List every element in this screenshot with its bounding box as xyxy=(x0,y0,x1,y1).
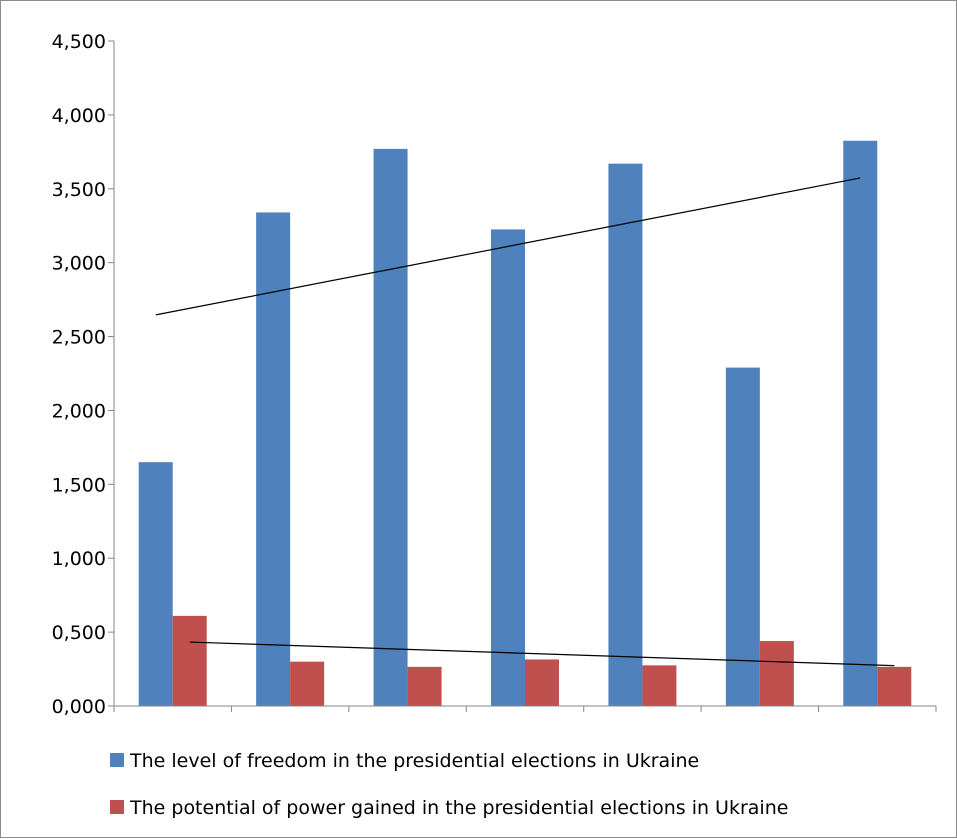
power-bar xyxy=(407,666,442,706)
freedom-bar xyxy=(373,148,408,706)
legend-swatch xyxy=(110,800,124,814)
y-tick-label: 1,500 xyxy=(52,474,106,496)
power-trendline xyxy=(189,641,895,667)
legend: The level of freedom in the presidential… xyxy=(110,750,788,819)
power-bar xyxy=(877,666,912,706)
freedom-bar xyxy=(138,462,173,706)
legend-label: The potential of power gained in the pre… xyxy=(129,797,788,819)
y-axis: 0,000 0,500 1,000 1,500 2,000 2,500 3,000 3,500… xyxy=(52,31,115,718)
y-tick-label: 0,000 xyxy=(52,696,106,718)
y-tick-label: 2,500 xyxy=(52,327,106,349)
legend-label: The level of freedom in the presidential… xyxy=(129,750,699,772)
trendlines xyxy=(155,177,895,667)
freedom-bar xyxy=(491,229,525,706)
freedom-trendline xyxy=(155,177,861,316)
power-bar xyxy=(759,640,794,706)
y-tick-label: 2,000 xyxy=(52,400,106,422)
freedom-bar xyxy=(843,140,878,706)
legend-swatch xyxy=(110,753,124,767)
y-tick-label: 3,500 xyxy=(52,179,106,201)
freedom-bar xyxy=(608,163,643,707)
freedom-bar xyxy=(256,212,291,706)
power-bar xyxy=(172,615,207,706)
bars xyxy=(138,140,912,707)
y-tick-label: 3,000 xyxy=(52,253,106,275)
y-tick-label: 4,000 xyxy=(52,105,106,127)
power-bar xyxy=(525,659,559,706)
x-axis xyxy=(113,705,937,712)
y-tick-label: 4,500 xyxy=(52,31,106,53)
y-tick-label: 0,500 xyxy=(52,622,106,644)
power-bar xyxy=(642,665,677,706)
y-tick-label: 1,000 xyxy=(52,548,106,570)
power-bar xyxy=(290,661,325,706)
freedom-bar xyxy=(725,367,760,706)
